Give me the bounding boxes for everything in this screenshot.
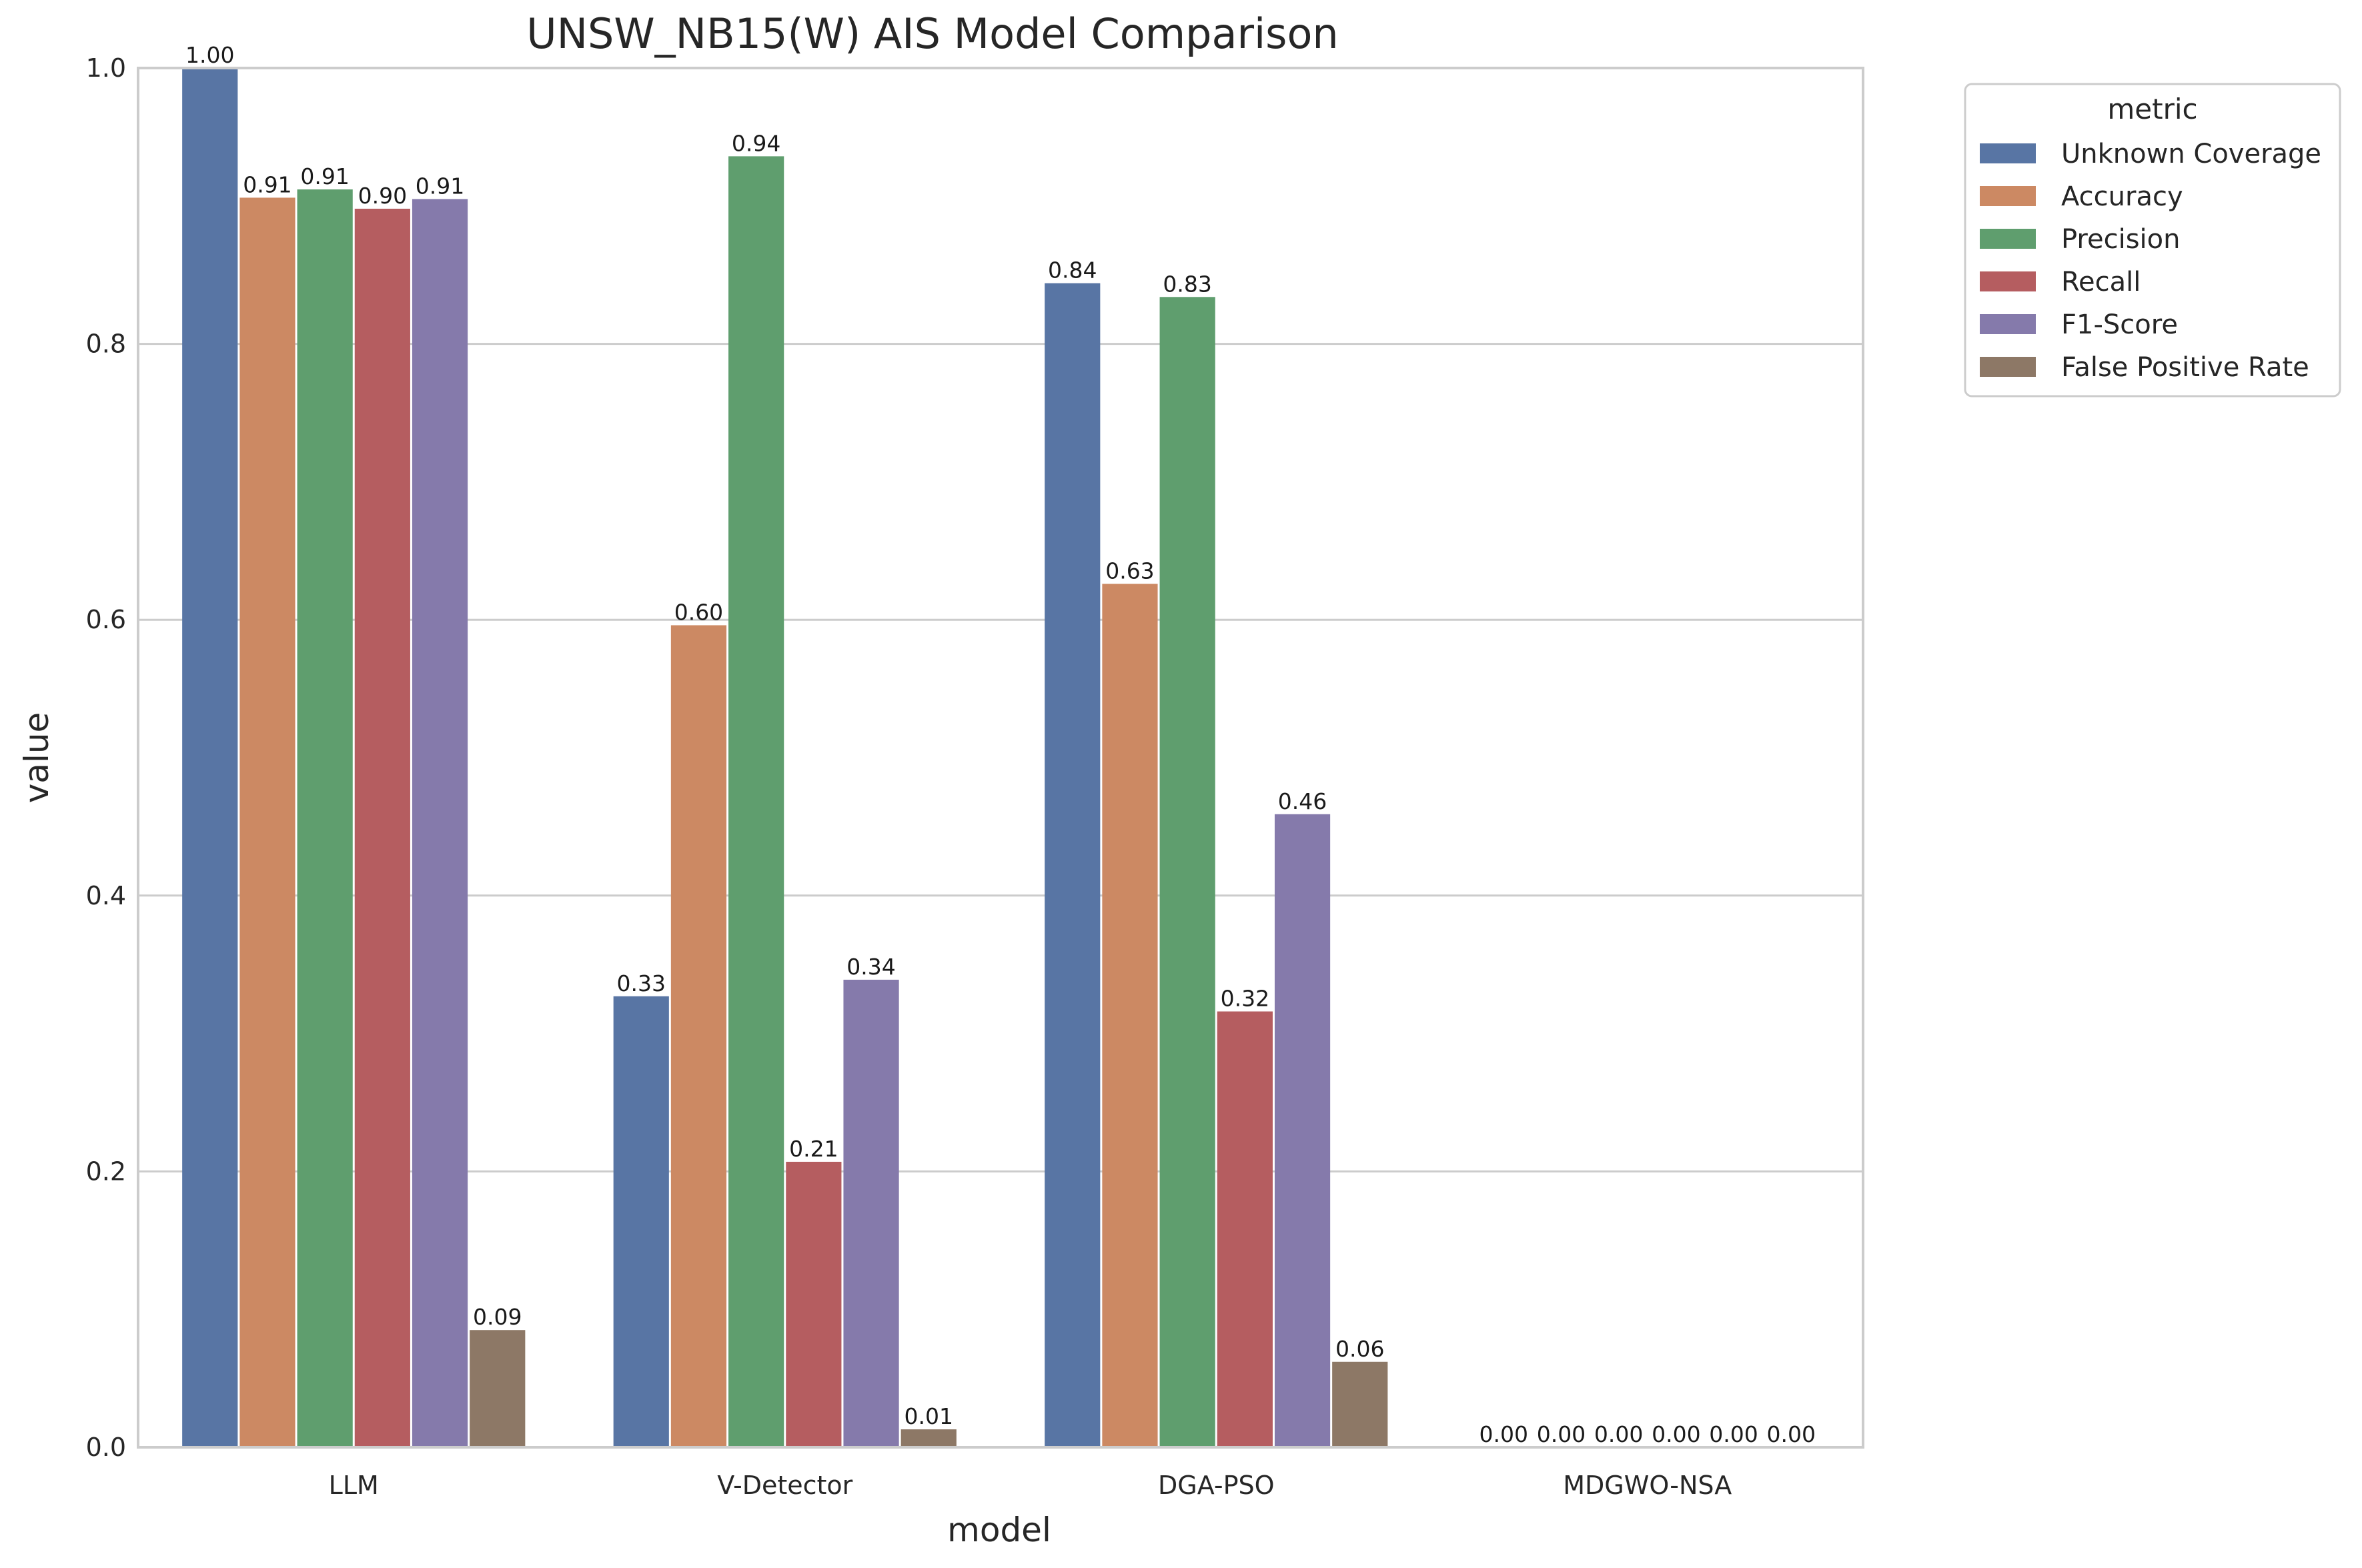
legend-swatch xyxy=(1980,186,2036,206)
bar xyxy=(470,1330,526,1447)
bar xyxy=(1332,1361,1388,1447)
bar xyxy=(412,199,468,1448)
chart-title: UNSW_NB15(W) AIS Model Comparison xyxy=(526,9,1338,58)
bar xyxy=(1274,814,1331,1447)
bar-value-label: 0.83 xyxy=(1163,271,1211,297)
bars xyxy=(182,68,1388,1448)
x-tick-label: DGA-PSO xyxy=(1158,1471,1275,1500)
legend-swatch xyxy=(1980,357,2036,377)
bar-value-label: 0.60 xyxy=(674,599,723,625)
legend-entry-label: False Positive Rate xyxy=(2061,352,2309,383)
plot-frame xyxy=(137,67,1864,1449)
x-tick-label: LLM xyxy=(329,1471,379,1500)
legend-swatch xyxy=(1980,271,2036,291)
legend-title: metric xyxy=(2107,93,2197,125)
legend-entry-label: Precision xyxy=(2061,224,2180,255)
bar-value-label: 1.00 xyxy=(185,42,234,68)
legend-swatch xyxy=(1980,314,2036,334)
bar-value-label: 0.91 xyxy=(243,171,291,197)
x-axis-label: model xyxy=(947,1511,1051,1549)
bar xyxy=(1102,584,1158,1447)
legend: metric Unknown Coverage Accuracy Precision… xyxy=(1964,83,2341,398)
legend-entry-label: Unknown Coverage xyxy=(2061,139,2321,169)
y-tick-label: 0.4 xyxy=(86,881,126,910)
bar xyxy=(182,68,238,1447)
y-tick-label: 0.6 xyxy=(86,605,126,634)
bar xyxy=(1159,297,1215,1448)
bar-value-label: 0.01 xyxy=(905,1403,953,1429)
legend-entry-label: Recall xyxy=(2061,267,2141,297)
bar xyxy=(843,979,899,1447)
bar xyxy=(239,197,296,1448)
x-axis-ticks: LLM V-Detector DGA-PSO MDGWO-NSA xyxy=(329,1471,1732,1500)
bar-value-label: 0.00 xyxy=(1709,1421,1758,1447)
x-tick-label: V-Detector xyxy=(717,1471,852,1500)
legend-entry-label: Accuracy xyxy=(2061,181,2183,212)
y-tick-label: 0.8 xyxy=(86,329,126,359)
bar-value-label: 0.46 xyxy=(1278,788,1327,814)
bar xyxy=(1045,283,1101,1447)
bar xyxy=(1217,1011,1273,1447)
legend-items: Unknown Coverage Accuracy Precision Recall F… xyxy=(1980,139,2321,383)
bar-value-labels: 1.00 0.91 0.91 0.90 0.91 0.09 0.33 0.60 0.94 0.21… xyxy=(185,42,1816,1447)
bar-value-label: 0.00 xyxy=(1537,1421,1586,1447)
legend-swatch xyxy=(1980,229,2036,249)
bar xyxy=(670,625,727,1448)
bar-value-label: 0.63 xyxy=(1105,558,1154,584)
bar-value-label: 0.91 xyxy=(416,173,464,199)
bar-value-label: 0.34 xyxy=(846,954,895,980)
y-axis-label: value xyxy=(17,712,56,804)
bar-value-label: 0.90 xyxy=(358,183,407,209)
legend-entry-label: F1-Score xyxy=(2061,309,2178,340)
y-tick-label: 1.0 xyxy=(86,53,126,83)
bar-value-label: 0.06 xyxy=(1335,1336,1384,1362)
bar-value-label: 0.00 xyxy=(1767,1421,1816,1447)
y-tick-label: 0.2 xyxy=(86,1156,126,1186)
bar xyxy=(901,1429,957,1447)
bar-value-label: 0.09 xyxy=(473,1304,522,1330)
bar-value-label: 0.84 xyxy=(1048,257,1097,283)
legend-swatch xyxy=(1980,143,2036,163)
bar-value-label: 0.91 xyxy=(300,163,349,189)
y-tick-label: 0.0 xyxy=(86,1433,126,1462)
bar-value-label: 0.00 xyxy=(1594,1421,1643,1447)
bar xyxy=(354,208,410,1447)
bar xyxy=(297,189,353,1447)
legend-box xyxy=(1964,83,2341,398)
x-tick-label: MDGWO-NSA xyxy=(1563,1471,1732,1500)
bar xyxy=(728,156,784,1447)
bar-value-label: 0.00 xyxy=(1652,1421,1700,1447)
bar-value-label: 0.00 xyxy=(1480,1421,1528,1447)
bar-value-label: 0.94 xyxy=(732,130,780,156)
bar xyxy=(786,1161,842,1447)
bar xyxy=(613,996,669,1447)
bar-value-label: 0.21 xyxy=(789,1136,838,1162)
bar-value-label: 0.33 xyxy=(617,970,666,996)
y-axis-ticks: 0.0 0.2 0.4 0.6 0.8 1.0 xyxy=(86,53,126,1462)
bar-value-label: 0.32 xyxy=(1221,986,1269,1012)
